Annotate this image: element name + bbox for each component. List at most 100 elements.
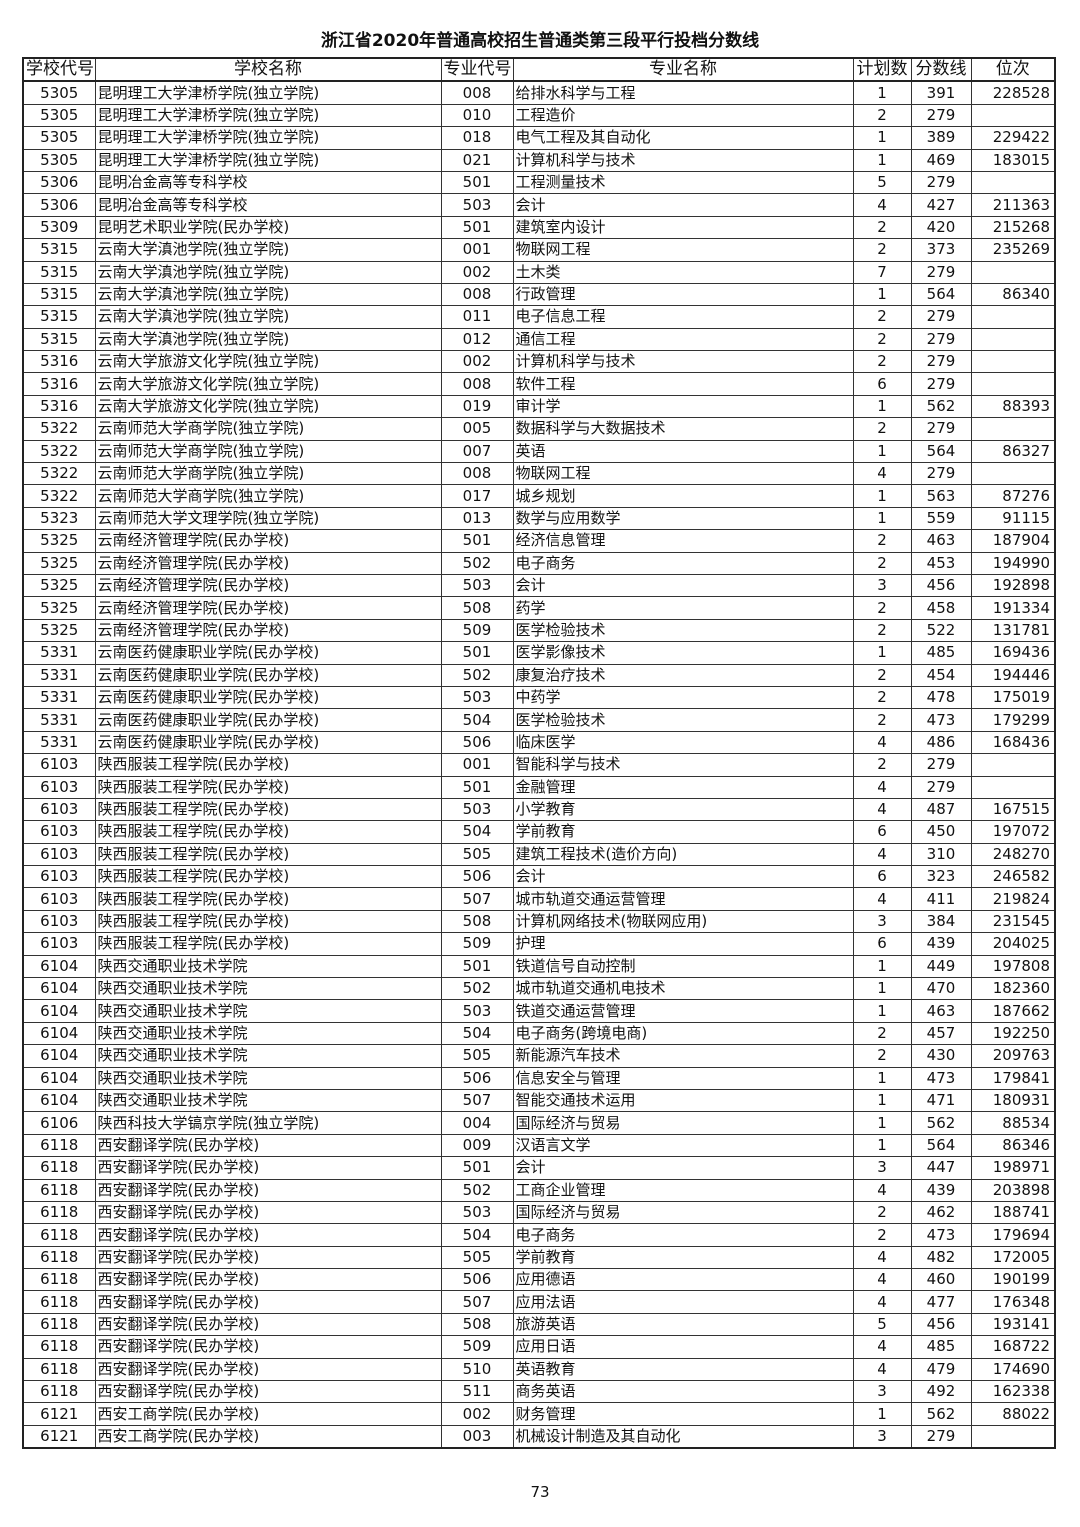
cell-major-name: 医学检验技术	[512, 708, 854, 732]
cell-major-name: 应用法语	[512, 1290, 854, 1314]
cell-rank: 248270	[970, 842, 1056, 867]
cell-major-code: 003	[440, 1424, 514, 1449]
cell-school-code: 6121	[22, 1402, 96, 1426]
cell-rank: 193141	[970, 1312, 1056, 1337]
cell-school-name: 西安翻译学院(民办学校)	[94, 1200, 442, 1225]
cell-plan-count: 4	[852, 462, 912, 486]
cell-major-name: 学前教育	[512, 820, 854, 844]
cell-score-line: 479	[910, 1357, 972, 1382]
cell-plan-count: 1	[852, 954, 912, 979]
cell-rank: 175019	[970, 685, 1056, 710]
cell-rank: 235269	[970, 238, 1056, 262]
cell-rank	[970, 260, 1056, 284]
cell-major-name: 物联网工程	[512, 462, 854, 486]
cell-rank: 191334	[970, 596, 1056, 620]
cell-score-line: 486	[910, 730, 972, 755]
cell-plan-count: 2	[852, 350, 912, 374]
cell-major-name: 给排水科学与工程	[512, 80, 854, 105]
cell-rank: 215268	[970, 215, 1056, 240]
table-row: 5322 云南师范大学商学院(独立学院) 007 英语 1 564 86327	[22, 439, 1056, 464]
table-row: 6104 陕西交通职业技术学院 505 新能源汽车技术 2 430 209763	[22, 1044, 1056, 1068]
cell-school-name: 云南师范大学商学院(独立学院)	[94, 417, 442, 441]
cell-major-code: 002	[440, 1402, 514, 1426]
cell-school-code: 5305	[22, 80, 96, 105]
cell-plan-count: 1	[852, 80, 912, 105]
table-row: 6103 陕西服装工程学院(民办学校) 509 护理 6 439 204025	[22, 932, 1056, 956]
cell-school-code: 5316	[22, 372, 96, 396]
cell-major-name: 药学	[512, 596, 854, 620]
cell-school-name: 西安翻译学院(民办学校)	[94, 1290, 442, 1314]
table-row: 6104 陕西交通职业技术学院 501 铁道信号自动控制 1 449 197808	[22, 954, 1056, 979]
cell-school-code: 6104	[22, 977, 96, 1001]
cell-school-code: 6103	[22, 932, 96, 956]
table-row: 5325 云南经济管理学院(民办学校) 508 药学 2 458 191334	[22, 596, 1056, 620]
cell-score-line: 453	[910, 551, 972, 575]
cell-rank	[970, 350, 1056, 374]
cell-school-name: 云南师范大学商学院(独立学院)	[94, 484, 442, 508]
cell-plan-count: 2	[852, 1200, 912, 1225]
cell-major-code: 004	[440, 1111, 514, 1135]
cell-plan-count: 2	[852, 1021, 912, 1046]
cell-plan-count: 3	[852, 573, 912, 598]
cell-school-name: 云南大学滇池学院(独立学院)	[94, 238, 442, 262]
cell-score-line: 522	[910, 618, 972, 643]
cell-score-line: 477	[910, 1290, 972, 1314]
cell-plan-count: 6	[852, 865, 912, 889]
cell-school-code: 6118	[22, 1312, 96, 1337]
cell-rank: 198971	[970, 1156, 1056, 1180]
header-school-code: 学校代号	[22, 57, 96, 83]
cell-school-name: 昆明冶金高等专科学校	[94, 193, 442, 217]
cell-major-name: 机械设计制造及其自动化	[512, 1424, 854, 1449]
cell-major-name: 物联网工程	[512, 238, 854, 262]
cell-plan-count: 5	[852, 170, 912, 195]
cell-score-line: 391	[910, 80, 972, 105]
cell-rank: 167515	[970, 797, 1056, 822]
cell-score-line: 492	[910, 1380, 972, 1404]
cell-school-name: 陕西服装工程学院(民办学校)	[94, 820, 442, 844]
cell-rank: 87276	[970, 484, 1056, 508]
cell-school-name: 西安翻译学院(民办学校)	[94, 1156, 442, 1180]
cell-major-code: 501	[440, 775, 514, 799]
cell-plan-count: 4	[852, 887, 912, 911]
cell-school-code: 6103	[22, 842, 96, 867]
cell-score-line: 456	[910, 1312, 972, 1337]
cell-rank: 86327	[970, 439, 1056, 464]
cell-score-line: 279	[910, 753, 972, 777]
cell-rank: 88534	[970, 1111, 1056, 1135]
table-row: 5325 云南经济管理学院(民办学校) 503 会计 3 456 192898	[22, 573, 1056, 598]
cell-major-code: 501	[440, 1156, 514, 1180]
cell-major-code: 002	[440, 350, 514, 374]
admission-score-table: 学校代号 学校名称 专业代号 专业名称 计划数 分数线 位次 5305 昆明理工大…	[22, 57, 1056, 1450]
cell-major-code: 009	[440, 1133, 514, 1158]
cell-score-line: 439	[910, 1178, 972, 1202]
cell-rank: 162338	[970, 1380, 1056, 1404]
cell-score-line: 463	[910, 999, 972, 1023]
cell-major-name: 医学影像技术	[512, 641, 854, 665]
cell-major-code: 506	[440, 1066, 514, 1090]
cell-major-name: 信息安全与管理	[512, 1066, 854, 1090]
table-row: 6121 西安工商学院(民办学校) 002 财务管理 1 562 88022	[22, 1402, 1056, 1426]
table-row: 5315 云南大学滇池学院(独立学院) 011 电子信息工程 2 279	[22, 305, 1056, 329]
cell-major-name: 计算机科学与技术	[512, 350, 854, 374]
cell-major-name: 学前教育	[512, 1245, 854, 1270]
table-row: 5316 云南大学旅游文化学院(独立学院) 002 计算机科学与技术 2 279	[22, 350, 1056, 374]
cell-school-name: 云南经济管理学院(民办学校)	[94, 573, 442, 598]
cell-plan-count: 1	[852, 977, 912, 1001]
cell-major-name: 建筑工程技术(造价方向)	[512, 842, 854, 867]
table-row: 5305 昆明理工大学津桥学院(独立学院) 021 计算机科学与技术 1 469 18301…	[22, 148, 1056, 172]
cell-score-line: 420	[910, 215, 972, 240]
cell-rank: 179841	[970, 1066, 1056, 1090]
cell-school-name: 陕西服装工程学院(民办学校)	[94, 842, 442, 867]
cell-rank: 229422	[970, 126, 1056, 150]
cell-school-code: 5315	[22, 260, 96, 284]
cell-major-code: 008	[440, 372, 514, 396]
cell-school-code: 5305	[22, 126, 96, 150]
cell-school-name: 云南经济管理学院(民办学校)	[94, 529, 442, 553]
table-row: 6103 陕西服装工程学院(民办学校) 001 智能科学与技术 2 279	[22, 753, 1056, 777]
cell-plan-count: 4	[852, 1335, 912, 1359]
cell-major-name: 电子商务(跨境电商)	[512, 1021, 854, 1046]
cell-plan-count: 1	[852, 394, 912, 419]
cell-school-code: 6103	[22, 887, 96, 911]
cell-major-name: 会计	[512, 1156, 854, 1180]
cell-score-line: 485	[910, 1335, 972, 1359]
